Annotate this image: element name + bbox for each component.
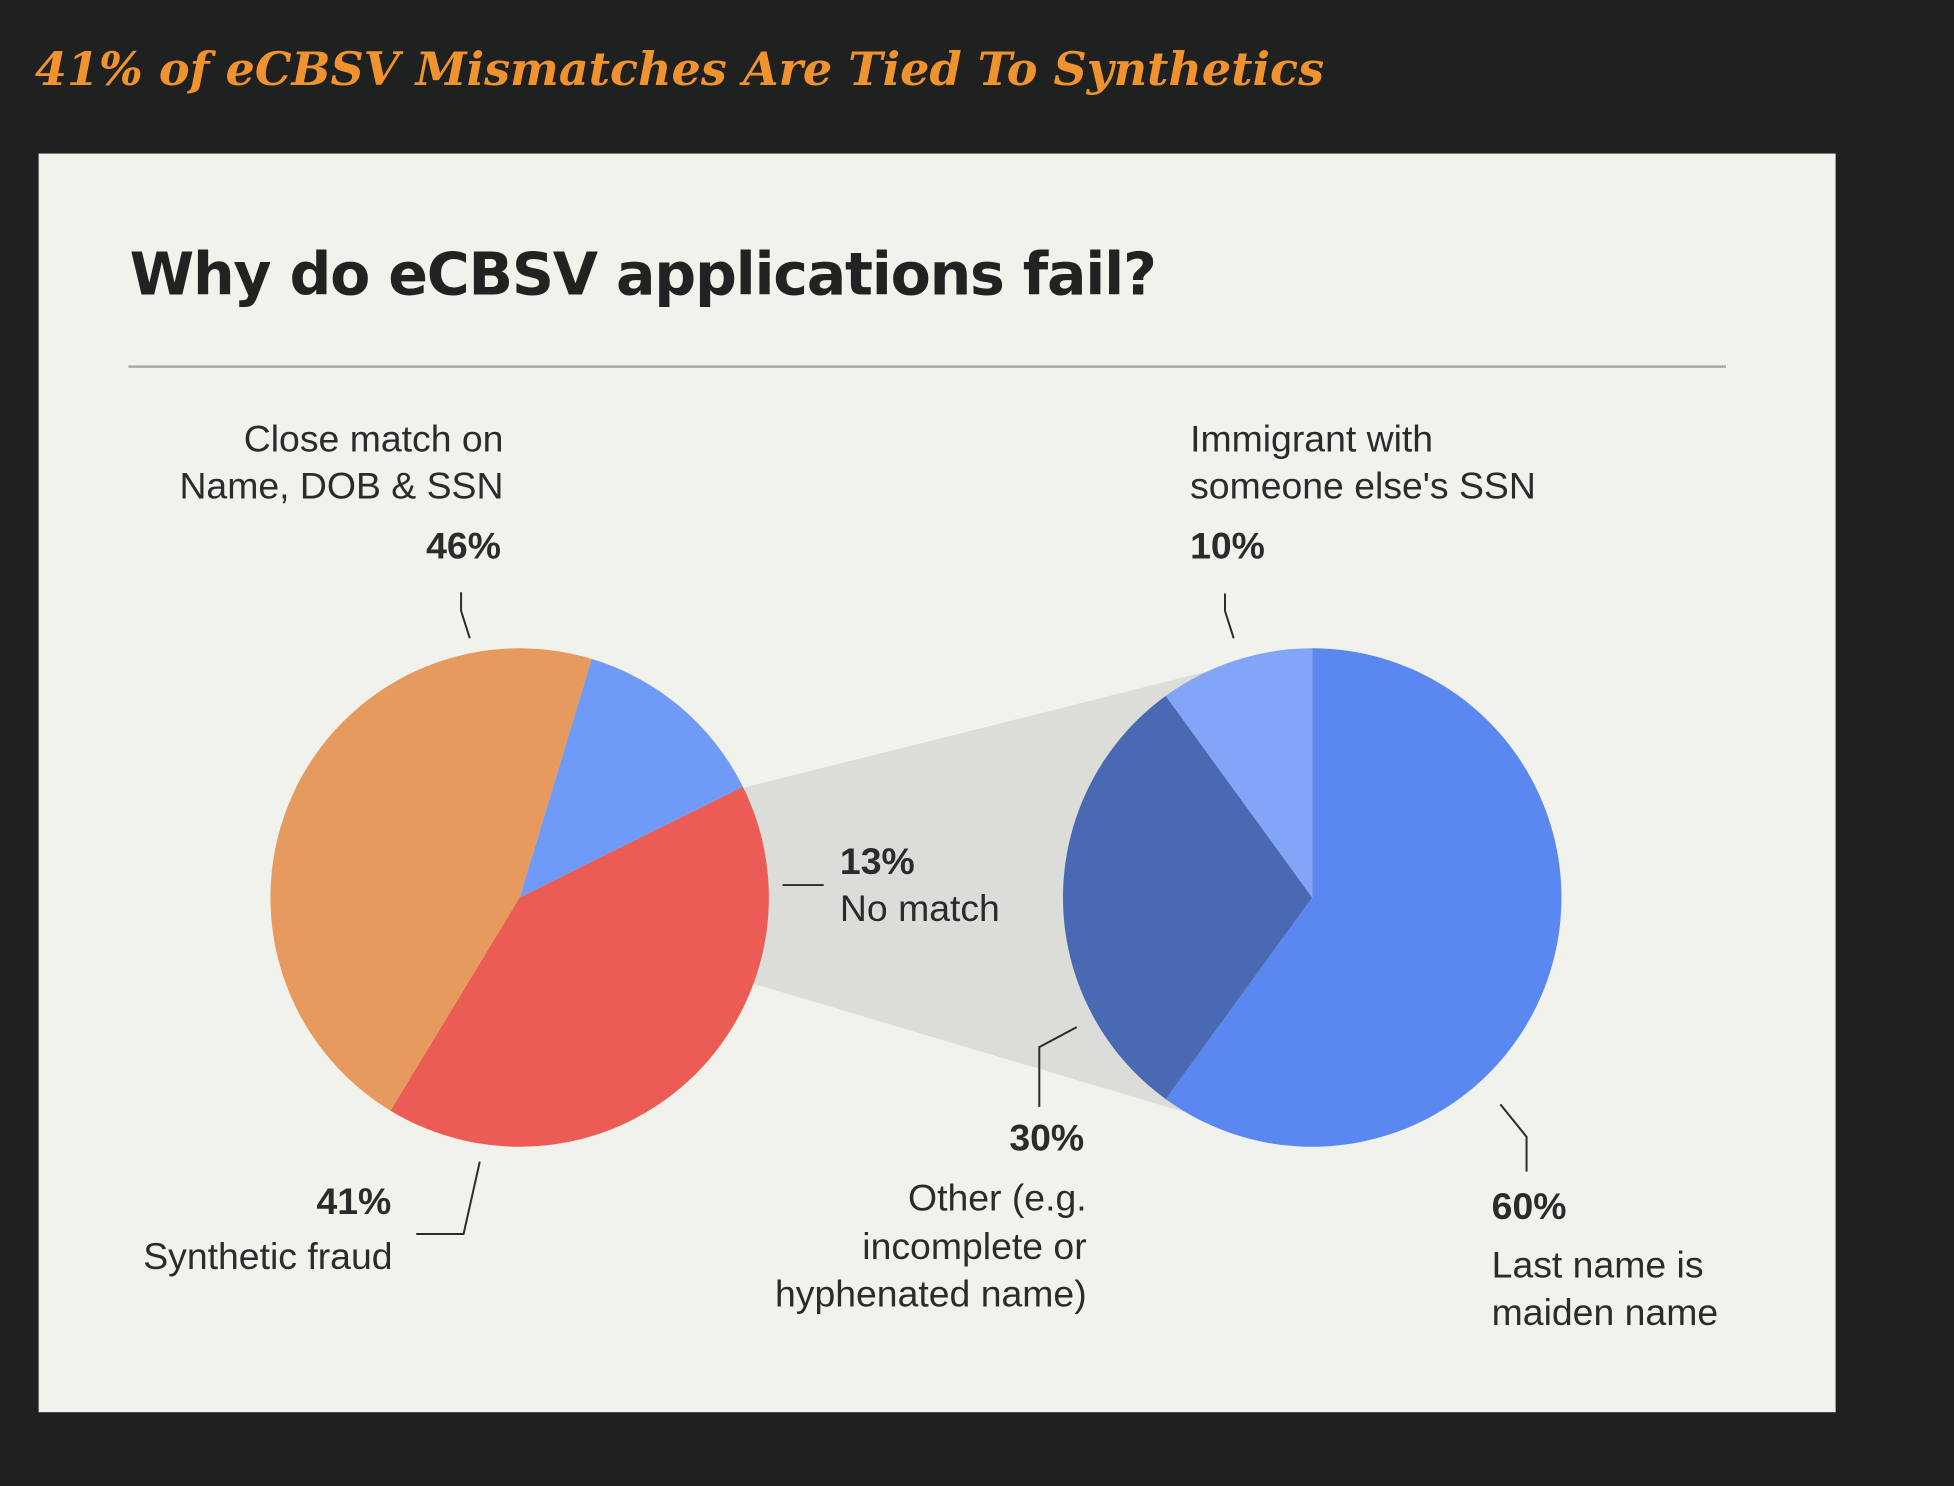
label-synthetic-fraud: 41% Synthetic fraud	[143, 1161, 481, 1277]
pie-slice-46pct	[270, 648, 592, 1111]
leader-line	[416, 1161, 481, 1235]
label-maiden-name: 60% Last name is maiden name	[1492, 1103, 1718, 1333]
chart-title: Why do eCBSV applications fail?	[130, 240, 1156, 308]
leader-line	[460, 592, 471, 639]
svg-text:Other (e.g.: Other (e.g.	[908, 1176, 1087, 1218]
svg-text:10%: 10%	[1190, 525, 1265, 567]
label-other: 30% Other (e.g. incomplete or hyphenated…	[775, 1026, 1087, 1314]
leader-line	[1223, 593, 1235, 639]
svg-text:someone else's SSN: someone else's SSN	[1190, 465, 1536, 507]
pie-slice-41pct	[390, 786, 769, 1147]
svg-text:Synthetic fraud: Synthetic fraud	[143, 1235, 392, 1277]
label-immigrant: Immigrant with someone else's SSN 10%	[1190, 417, 1536, 639]
svg-text:Name, DOB & SSN: Name, DOB & SSN	[179, 465, 503, 507]
svg-text:Close match on: Close match on	[244, 417, 504, 459]
svg-text:hyphenated name): hyphenated name)	[775, 1272, 1087, 1314]
svg-text:Last name is: Last name is	[1492, 1244, 1704, 1286]
pie-slice-10pct	[1165, 648, 1313, 898]
svg-text:maiden name: maiden name	[1492, 1291, 1718, 1333]
pie-slice-30pct	[1062, 695, 1313, 1100]
svg-text:30%: 30%	[1009, 1116, 1084, 1158]
pie-slice-13pct	[519, 658, 743, 898]
svg-text:41%: 41%	[316, 1180, 391, 1222]
pie-slice-60pct	[1165, 648, 1562, 1147]
label-no-match: 13% No match	[782, 840, 1000, 929]
svg-text:46%: 46%	[426, 525, 501, 567]
page-headline: 41% of eCBSV Mismatches Are Tied To Synt…	[35, 42, 1324, 96]
svg-text:incomplete or: incomplete or	[862, 1225, 1086, 1267]
svg-text:No match: No match	[840, 887, 1000, 929]
leader-line	[1499, 1103, 1528, 1172]
pie-main	[270, 648, 769, 1147]
label-close-match: Close match on Name, DOB & SSN 46%	[179, 417, 504, 639]
pie-no-match-breakdown	[1062, 648, 1562, 1147]
leader-line	[1038, 1026, 1078, 1107]
svg-text:60%: 60%	[1492, 1185, 1567, 1227]
svg-text:13%: 13%	[840, 840, 915, 882]
svg-text:Immigrant with: Immigrant with	[1190, 417, 1433, 459]
